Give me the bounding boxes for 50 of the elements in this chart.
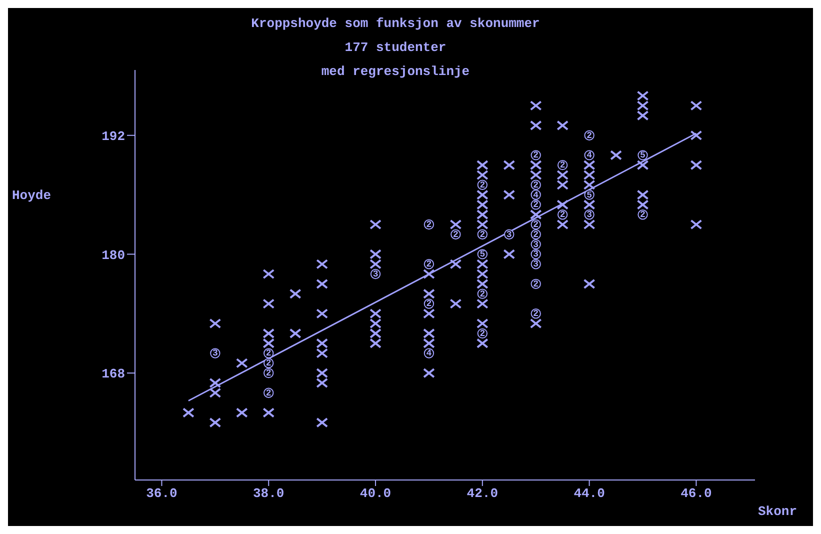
- x-tick-label: 36.0: [146, 486, 178, 502]
- annotation: 2: [533, 150, 539, 161]
- annotation: 2: [533, 279, 539, 290]
- annotation: 2: [533, 220, 539, 230]
- annotation: 2: [266, 348, 272, 359]
- annotation: 3: [533, 240, 539, 250]
- annotation: 2: [480, 180, 486, 190]
- annotation: 3: [372, 270, 378, 280]
- annotation: 2: [426, 260, 432, 270]
- annotation: 2: [426, 220, 432, 230]
- annotation: 2: [533, 180, 539, 190]
- annotation: 4: [426, 348, 432, 359]
- annotation: 2: [266, 358, 272, 369]
- annotation: 2: [266, 388, 272, 398]
- annotation: 3: [586, 210, 592, 220]
- x-tick-label: 38.0: [253, 486, 284, 502]
- annotation: 2: [426, 299, 432, 310]
- x-tick-label: 46.0: [680, 486, 712, 502]
- annotation: 2: [480, 328, 486, 339]
- annotation: 2: [533, 230, 539, 240]
- annotation: 2: [480, 289, 486, 300]
- annotation: 3: [506, 230, 512, 240]
- y-tick-label: 192: [102, 128, 126, 144]
- annotation: 2: [533, 200, 539, 210]
- annotation: 2: [452, 230, 458, 240]
- y-axis-title: Hoyde: [12, 188, 52, 203]
- chart-subtitle: 177 studenter: [344, 40, 448, 55]
- annotation: 2: [560, 210, 566, 220]
- annotation: 4: [586, 150, 593, 161]
- annotation: 2: [533, 309, 539, 320]
- x-tick-label: 40.0: [360, 486, 392, 502]
- x-axis-title: Skonr: [758, 504, 798, 519]
- annotation: 3: [533, 260, 539, 270]
- annotation: 2: [640, 210, 646, 220]
- x-tick-label: 44.0: [574, 486, 606, 502]
- annotation: 3: [533, 250, 539, 260]
- annotation: med regresjonslinje: [320, 64, 471, 79]
- x-tick-label: 42.0: [466, 486, 498, 502]
- annotation: 4: [533, 190, 540, 200]
- annotation: 5: [586, 190, 592, 200]
- chart-title: Kroppshoyde som funksjon av skonummer: [250, 16, 541, 31]
- annotation: 3: [212, 348, 218, 359]
- y-tick-label: 180: [102, 248, 126, 263]
- annotation: 2: [480, 230, 486, 240]
- annotation: 5: [480, 250, 486, 260]
- y-tick-label: 168: [102, 366, 126, 382]
- annotation: 2: [560, 160, 566, 171]
- annotation: 2: [266, 368, 272, 379]
- annotation: 2: [586, 130, 592, 141]
- annotation: 5: [640, 150, 646, 161]
